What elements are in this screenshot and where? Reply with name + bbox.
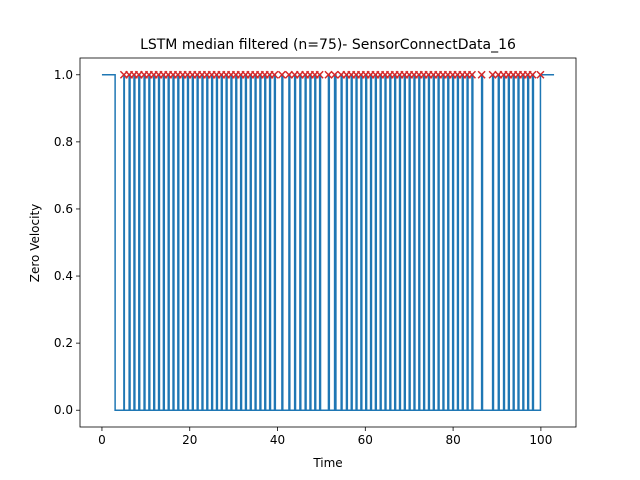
chart-title: LSTM median filtered (n=75)- SensorConne… — [140, 37, 516, 53]
y-axis-label: Zero Velocity — [28, 204, 42, 283]
axes-frame — [79, 57, 577, 428]
plot-layer — [101, 70, 555, 411]
x-tick-label: 100 — [529, 433, 552, 447]
y-tick-label: 0.2 — [54, 336, 73, 350]
marker-x — [270, 70, 279, 79]
x-tick-label: 0 — [98, 433, 106, 447]
y-axis-ticks: 0.0 0.2 0.4 0.6 0.8 1.0 — [54, 68, 80, 417]
step-series-line — [101, 74, 555, 411]
marker-x — [315, 70, 324, 79]
x-axis-label: Time — [312, 456, 342, 470]
y-tick-label: 1.0 — [54, 68, 73, 82]
x-tick-label: 80 — [445, 433, 460, 447]
marker-x — [330, 70, 339, 79]
y-tick-label: 0.6 — [54, 202, 73, 216]
y-tick-label: 0.0 — [54, 403, 73, 417]
marker-x — [536, 70, 545, 79]
x-axis-ticks: 0 20 40 60 80 100 — [98, 427, 552, 447]
x-tick-label: 40 — [270, 433, 285, 447]
x-tick-label: 60 — [358, 433, 373, 447]
marker-x — [324, 70, 333, 79]
x-tick-label: 20 — [182, 433, 197, 447]
marker-x — [467, 70, 477, 79]
y-tick-label: 0.4 — [54, 269, 73, 283]
marker-x — [528, 70, 537, 79]
marker-x — [477, 70, 486, 79]
y-tick-label: 0.8 — [54, 135, 73, 149]
marker-x — [277, 70, 286, 79]
